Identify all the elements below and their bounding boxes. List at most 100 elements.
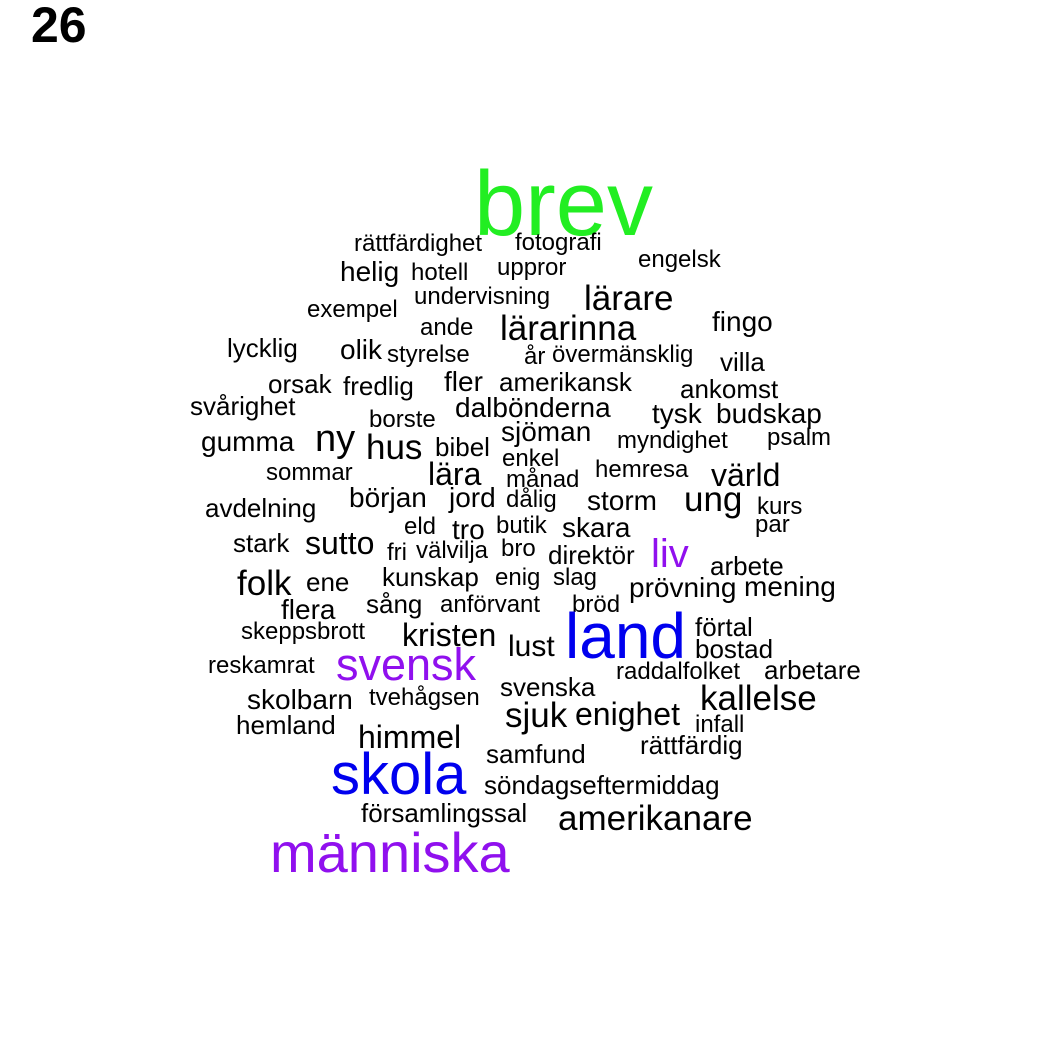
cloud-word: början [349,482,427,513]
cloud-word: folk [237,564,292,603]
cloud-word: dalbönderna [455,392,611,423]
cloud-word: liv [651,532,689,576]
cloud-word: enkel [502,445,560,472]
cloud-word: skeppsbrott [241,618,366,645]
cloud-word: bröd [572,591,621,618]
cloud-word: direktör [548,540,635,570]
cloud-word: stark [233,528,290,558]
cloud-word: exempel [307,296,398,323]
cloud-word: land [565,600,686,672]
cloud-word: myndighet [617,427,728,454]
cloud-word: eld [404,513,437,540]
cloud-word: enighet [575,696,680,732]
cloud-word: ande [420,314,474,341]
cloud-word: lycklig [227,333,298,363]
cloud-word: budskap [716,398,822,429]
cloud-word: församlingssal [361,798,528,828]
cloud-word: kunskap [382,562,479,592]
cloud-word: amerikansk [499,367,632,397]
cloud-word: sutto [305,525,375,561]
cloud-word: borste [369,406,436,433]
cloud-word: sjuk [505,696,568,735]
cloud-word: ankomst [680,374,779,404]
cloud-word: kristen [402,617,497,653]
cloud-word: lärare [584,279,674,318]
cloud-word: orsak [268,369,332,399]
cloud-word: bostad [695,634,774,664]
cloud-word: svenska [500,672,596,702]
cloud-word: tro [452,514,485,545]
cloud-word: psalm [767,424,832,451]
cloud-word: arbetare [764,655,861,685]
cloud-word: rättfärdighet [354,230,483,257]
cloud-word: bibel [435,432,490,462]
cloud-word: enig [495,564,541,591]
cloud-word: svensk [336,639,477,690]
cloud-word: avdelning [205,493,317,523]
cloud-word: prövning [629,572,737,603]
cloud-word: människa [270,821,510,884]
cloud-word: rättfärdig [640,730,743,760]
cloud-word: kurs [757,493,803,520]
cloud-word: fri [387,539,407,566]
cloud-word: amerikanare [558,799,753,838]
cloud-word: söndagseftermiddag [484,770,720,800]
cloud-word: styrelse [387,341,470,368]
cloud-word: mening [744,571,836,602]
cloud-word: anförvant [440,591,541,618]
cloud-word: reskamrat [208,652,315,679]
cloud-word: jord [449,482,496,513]
page-number: 26 [31,0,87,53]
cloud-word: helig [340,256,400,287]
cloud-word: fotografi [515,229,602,256]
cloud-word: sång [366,589,423,619]
cloud-word: dålig [506,486,557,513]
cloud-word: slag [553,564,598,591]
cloud-word: skara [562,512,631,543]
cloud-word: lärarinna [500,309,637,348]
cloud-word: bro [501,535,536,562]
cloud-word: sommar [266,459,353,486]
cloud-word: hus [366,428,423,467]
cloud-word: sjöman [501,416,592,447]
cloud-word: gumma [201,426,295,457]
cloud-word: hemresa [595,456,689,483]
cloud-word: hotell [411,259,469,286]
cloud-word: arbete [710,551,784,581]
cloud-word: tysk [652,398,702,429]
cloud-word: fingo [712,306,773,337]
cloud-word: infall [695,711,745,738]
cloud-word: samfund [486,739,586,769]
cloud-word: fredlig [343,371,414,401]
cloud-word: butik [496,512,547,539]
cloud-word: flera [281,594,336,625]
cloud-word: tvehågsen [369,684,480,711]
cloud-word: storm [587,485,657,516]
cloud-word: hemland [236,710,336,740]
cloud-word: uppror [497,254,567,281]
cloud-word: förtal [695,612,753,642]
cloud-word: år [524,343,546,370]
cloud-word: välvilja [416,537,489,564]
cloud-word: raddalfolket [616,658,741,685]
cloud-word: brev [474,153,653,255]
cloud-word: par [755,511,790,538]
cloud-word: månad [506,466,580,493]
cloud-word: kallelse [700,679,817,718]
cloud-word: övermänsklig [552,341,694,368]
cloud-word: värld [711,457,781,493]
cloud-word: ung [684,480,743,519]
cloud-word: lust [508,630,555,663]
cloud-word: engelsk [638,246,721,273]
cloud-word: svårighet [190,391,296,421]
cloud-word: olik [340,334,383,365]
cloud-word: ene [306,567,350,597]
cloud-word: undervisning [414,283,551,310]
cloud-word: himmel [358,719,462,755]
cloud-word: villa [720,347,765,377]
cloud-word: skolbarn [247,684,353,715]
cloud-word: fler [444,366,483,397]
cloud-word: lära [428,456,482,492]
cloud-word: ny [315,418,356,460]
